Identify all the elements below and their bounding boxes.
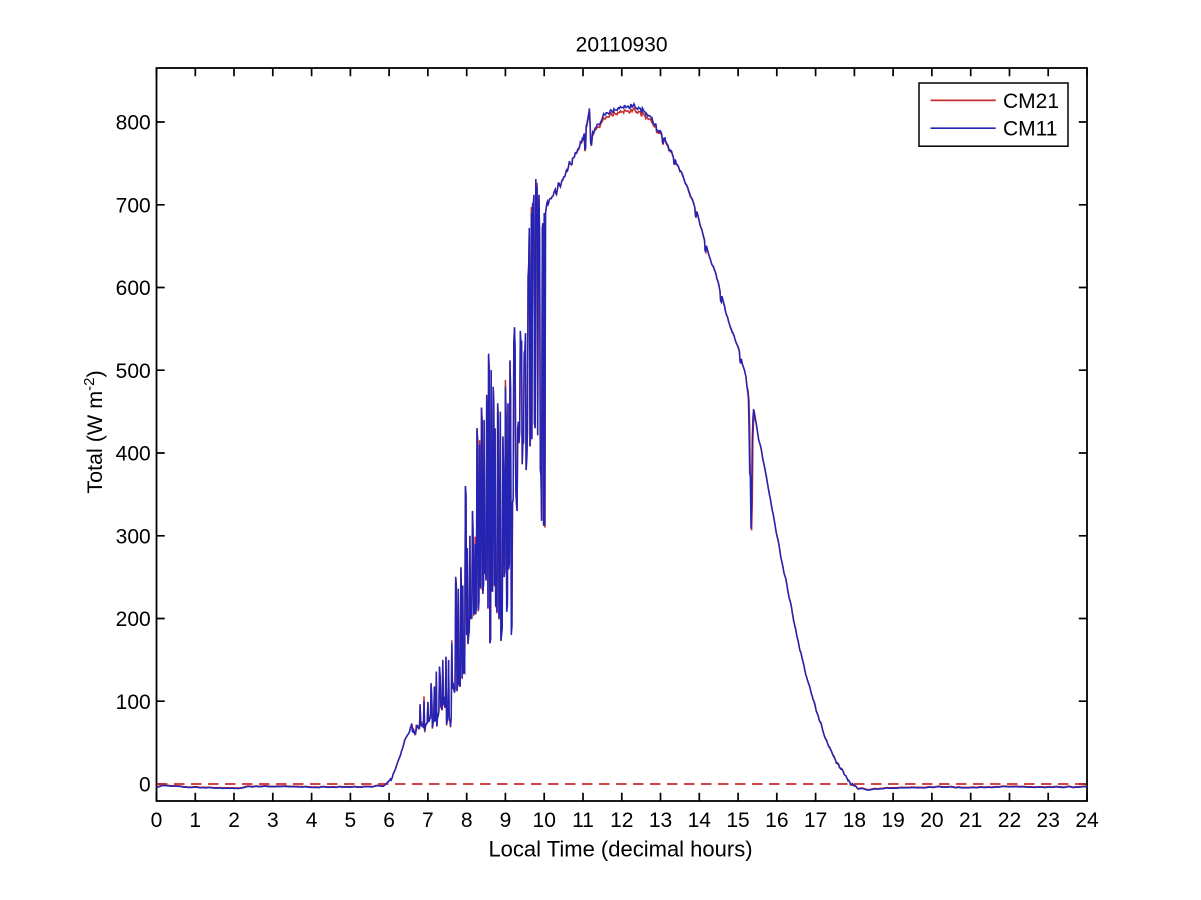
svg-text:6: 6 bbox=[383, 809, 395, 832]
svg-text:4: 4 bbox=[306, 809, 318, 832]
svg-text:22: 22 bbox=[998, 809, 1021, 832]
svg-text:10: 10 bbox=[533, 809, 556, 832]
svg-text:20: 20 bbox=[920, 809, 943, 832]
svg-text:800: 800 bbox=[116, 112, 151, 135]
svg-text:300: 300 bbox=[116, 525, 151, 548]
svg-text:15: 15 bbox=[726, 809, 749, 832]
svg-text:13: 13 bbox=[649, 809, 672, 832]
svg-text:2: 2 bbox=[228, 809, 240, 832]
svg-text:0: 0 bbox=[139, 774, 151, 797]
svg-text:16: 16 bbox=[765, 809, 788, 832]
svg-text:700: 700 bbox=[116, 194, 151, 217]
svg-text:200: 200 bbox=[116, 608, 151, 631]
svg-text:CM11: CM11 bbox=[1003, 118, 1057, 141]
svg-text:Total (W m-2): Total (W m-2) bbox=[81, 370, 107, 493]
svg-text:3: 3 bbox=[267, 809, 279, 832]
svg-text:24: 24 bbox=[1075, 809, 1099, 832]
svg-text:12: 12 bbox=[610, 809, 633, 832]
svg-text:17: 17 bbox=[804, 809, 827, 832]
svg-text:100: 100 bbox=[116, 691, 151, 714]
svg-text:1: 1 bbox=[189, 809, 201, 832]
svg-text:11: 11 bbox=[572, 809, 594, 832]
svg-text:8: 8 bbox=[461, 809, 473, 832]
svg-text:500: 500 bbox=[116, 360, 151, 383]
svg-text:Local Time (decimal hours): Local Time (decimal hours) bbox=[488, 837, 752, 862]
svg-text:CM21: CM21 bbox=[1003, 90, 1059, 113]
svg-text:5: 5 bbox=[345, 809, 357, 832]
svg-text:600: 600 bbox=[116, 277, 151, 300]
svg-text:20110930: 20110930 bbox=[576, 34, 668, 57]
svg-text:400: 400 bbox=[116, 443, 151, 466]
svg-text:9: 9 bbox=[500, 809, 512, 832]
svg-text:0: 0 bbox=[151, 809, 163, 832]
svg-text:14: 14 bbox=[688, 809, 712, 832]
svg-text:7: 7 bbox=[422, 809, 434, 832]
svg-text:18: 18 bbox=[843, 809, 866, 832]
svg-text:19: 19 bbox=[881, 809, 904, 832]
svg-text:21: 21 bbox=[959, 809, 982, 832]
svg-text:23: 23 bbox=[1037, 809, 1060, 832]
